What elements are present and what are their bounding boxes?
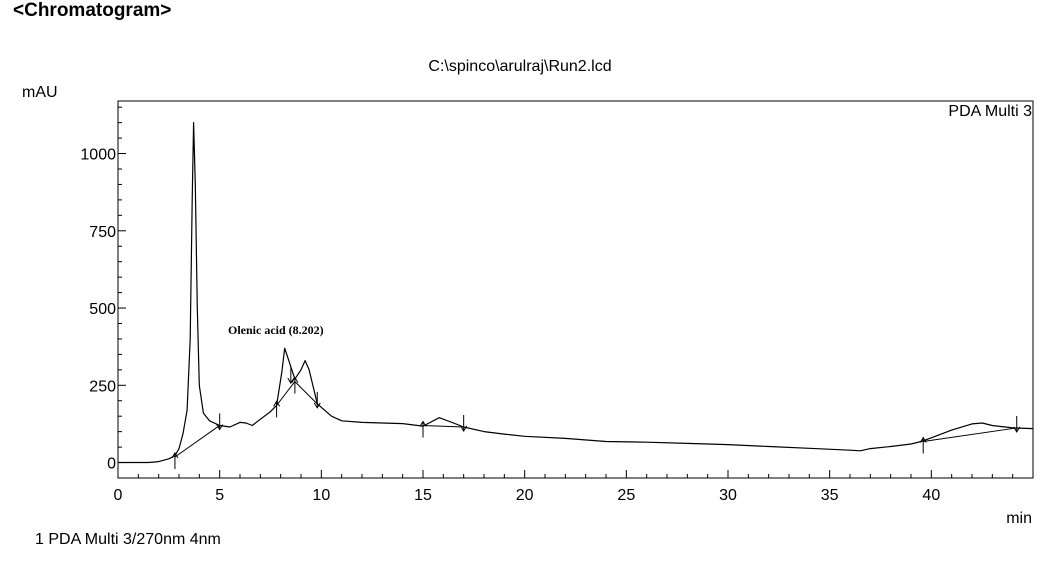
- integration-baseline: [923, 427, 1017, 443]
- peak-marker-up: [919, 436, 927, 454]
- y-axis-label: mAU: [22, 84, 58, 101]
- y-tick-label: 1000: [80, 147, 116, 164]
- integration-baseline: [294, 381, 318, 405]
- y-tick-label: 0: [107, 456, 116, 473]
- peak-marker-up: [419, 420, 427, 438]
- peak-marker-down: [460, 415, 468, 432]
- x-tick-label: 35: [821, 487, 839, 504]
- peak-marker-up: [273, 400, 281, 418]
- integration-baseline: [422, 424, 464, 428]
- axes-layer: 0 5 10 15 20 25 30 35 40 0 250 500 750 1000: [80, 100, 1034, 504]
- y-tick-label: 250: [89, 378, 116, 395]
- chart-file-title: C:\spinco\arulraj\Run2.lcd: [428, 58, 612, 75]
- peak-marker-up: [171, 452, 179, 469]
- x-tick-label: 40: [922, 487, 940, 504]
- x-axis-label: min: [1006, 510, 1032, 527]
- integration-baseline: [276, 381, 296, 406]
- peak-annotation: Olenic acid (8.202): [228, 323, 324, 337]
- peak-marker-down: [216, 413, 224, 431]
- baseline-layer: [174, 381, 1017, 458]
- marker-layer: [171, 367, 1021, 469]
- chromatogram-trace: [118, 122, 1034, 464]
- label-layer: mAU min PDA Multi 3 Olenic acid (8.202): [22, 84, 1032, 527]
- x-tick-label: 20: [516, 487, 534, 504]
- legend-series-label: PDA Multi 3: [948, 103, 1032, 120]
- x-tick-label: 25: [617, 487, 635, 504]
- plot-frame: [117, 100, 1034, 479]
- page-title: <Chromatogram>: [13, 0, 172, 21]
- x-tick-label: 10: [312, 487, 330, 504]
- integration-baseline: [174, 425, 220, 458]
- peak-marker-down: [1013, 415, 1021, 433]
- x-tick-label: 30: [719, 487, 737, 504]
- x-tick-label: 5: [215, 487, 224, 504]
- peak-marker-down: [313, 391, 321, 409]
- peak-marker-down: [287, 367, 295, 385]
- detector-legend: 1 PDA Multi 3/270nm 4nm: [35, 531, 221, 548]
- x-tick-label: 0: [114, 487, 123, 504]
- x-tick-label: 15: [414, 487, 432, 504]
- series-layer: [118, 122, 1034, 464]
- y-tick-label: 500: [89, 301, 116, 318]
- y-tick-label: 750: [89, 224, 116, 241]
- peak-marker-up: [291, 376, 299, 394]
